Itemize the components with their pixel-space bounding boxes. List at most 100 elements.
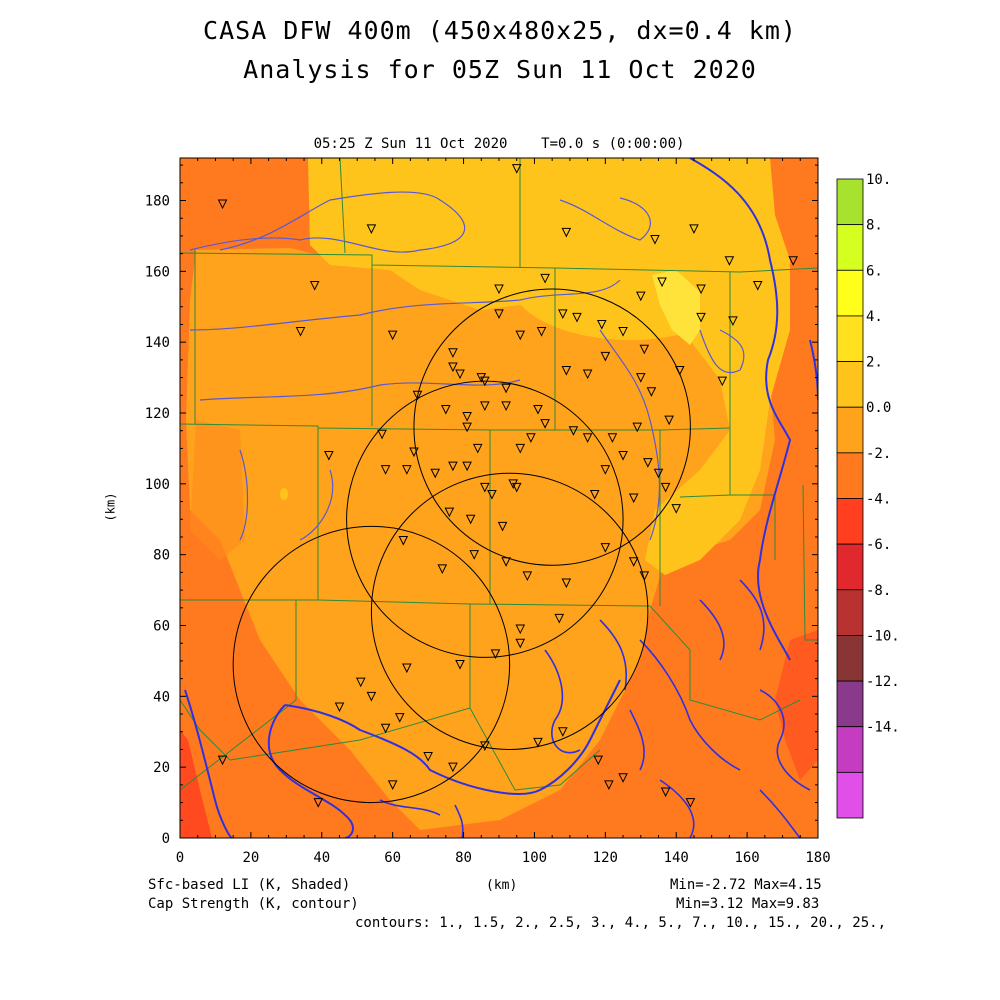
x-tick-label: 120 <box>593 850 618 866</box>
x-tick-label: 160 <box>734 850 759 866</box>
x-tick-label: 60 <box>384 850 401 866</box>
station-marker <box>600 351 611 362</box>
station-marker <box>501 557 511 567</box>
station-marker <box>607 433 618 443</box>
station-marker <box>480 482 490 493</box>
colorbar-swatch <box>836 771 864 819</box>
colorbar-swatch <box>836 315 864 362</box>
station-marker <box>455 369 465 380</box>
y-tick-label: 180 <box>145 194 170 210</box>
station-marker <box>480 376 490 387</box>
colorbar-label: 6. <box>866 263 883 279</box>
station-marker <box>423 752 433 762</box>
station-marker <box>412 390 423 401</box>
station-marker <box>469 550 479 560</box>
station-marker <box>660 787 671 798</box>
x-tick-label: 180 <box>805 850 830 866</box>
station-marker <box>635 291 646 302</box>
colorbar-label: -2. <box>866 446 891 462</box>
station-marker <box>752 281 763 291</box>
station-marker <box>540 273 550 284</box>
colorbar-swatch <box>836 269 864 317</box>
contour-stats: Min=3.12 Max=9.83 <box>676 896 820 912</box>
y-tick-label: 20 <box>153 760 170 776</box>
station-marker <box>515 443 526 454</box>
station-marker <box>441 404 451 415</box>
colorbar-swatch <box>836 498 864 545</box>
y-tick-label: 40 <box>153 689 170 705</box>
radar-ring <box>413 288 691 566</box>
colorbar-swatch <box>836 406 864 454</box>
station-marker <box>295 327 306 337</box>
colorbar-label: 10. <box>866 172 891 188</box>
station-marker <box>494 284 504 295</box>
colorbar-label: -6. <box>866 537 891 553</box>
station-marker <box>628 493 639 504</box>
station-marker <box>394 713 405 723</box>
station-marker <box>217 199 228 210</box>
station-marker <box>444 507 455 518</box>
station-marker <box>568 426 579 436</box>
station-marker <box>582 369 593 380</box>
station-marker <box>437 564 448 574</box>
x-tick-label: 80 <box>455 850 472 866</box>
station-marker <box>572 312 582 323</box>
colorbar-label: -12. <box>866 674 900 690</box>
station-marker <box>380 723 391 734</box>
y-tick-label: 100 <box>145 477 170 493</box>
station-marker <box>664 415 674 426</box>
station-marker <box>497 521 508 532</box>
y-tick-label: 0 <box>162 831 170 847</box>
station-marker <box>657 277 667 288</box>
station-marker <box>604 780 614 790</box>
station-marker <box>635 373 646 383</box>
station-marker <box>409 447 419 458</box>
station-marker <box>501 401 511 412</box>
station-marker <box>639 344 650 355</box>
y-tick-label: 120 <box>145 406 170 422</box>
station-marker <box>643 458 653 468</box>
shade-region-neg2-neg4-se <box>775 630 818 780</box>
colorbar-label: -8. <box>866 583 891 599</box>
station-marker <box>334 702 345 713</box>
station-marker <box>487 489 497 500</box>
station-marker <box>557 727 568 737</box>
station-marker <box>480 401 490 412</box>
station-marker <box>600 543 611 553</box>
station-marker <box>618 327 628 337</box>
station-marker <box>536 327 547 337</box>
station-marker <box>554 613 565 624</box>
station-marker <box>480 741 490 752</box>
y-tick-label: 80 <box>153 548 170 564</box>
station-marker <box>660 482 671 493</box>
station-marker <box>430 468 441 479</box>
station-marker <box>689 224 699 234</box>
x-tick-label: 100 <box>522 850 547 866</box>
y-tick-label: 140 <box>145 335 170 351</box>
station-marker <box>671 504 682 514</box>
station-marker <box>589 489 600 500</box>
station-marker <box>646 387 657 397</box>
station-marker <box>462 461 472 472</box>
station-marker <box>377 429 387 440</box>
station-marker <box>717 376 728 387</box>
colorbar-label: 0.0 <box>866 400 891 416</box>
station-marker <box>526 433 536 443</box>
station-marker <box>448 362 458 373</box>
station-marker <box>465 514 476 525</box>
colorbar-swatch <box>836 361 864 408</box>
radar-ring <box>232 525 511 804</box>
colorbar-label: -14. <box>866 720 900 736</box>
valid-time-label: 05:25 Z Sun 11 Oct 2020 T=0.0 s (0:00:00… <box>313 136 685 152</box>
station-marker <box>515 330 526 341</box>
station-marker <box>380 465 391 475</box>
station-marker <box>455 659 465 670</box>
station-marker <box>639 571 650 582</box>
station-marker <box>561 578 572 589</box>
station-marker <box>324 451 334 461</box>
station-marker <box>515 624 526 635</box>
colorbar-swatch <box>836 543 864 591</box>
colorbar-label: 2. <box>866 355 883 371</box>
station-marker <box>217 755 228 766</box>
station-marker <box>533 404 543 415</box>
